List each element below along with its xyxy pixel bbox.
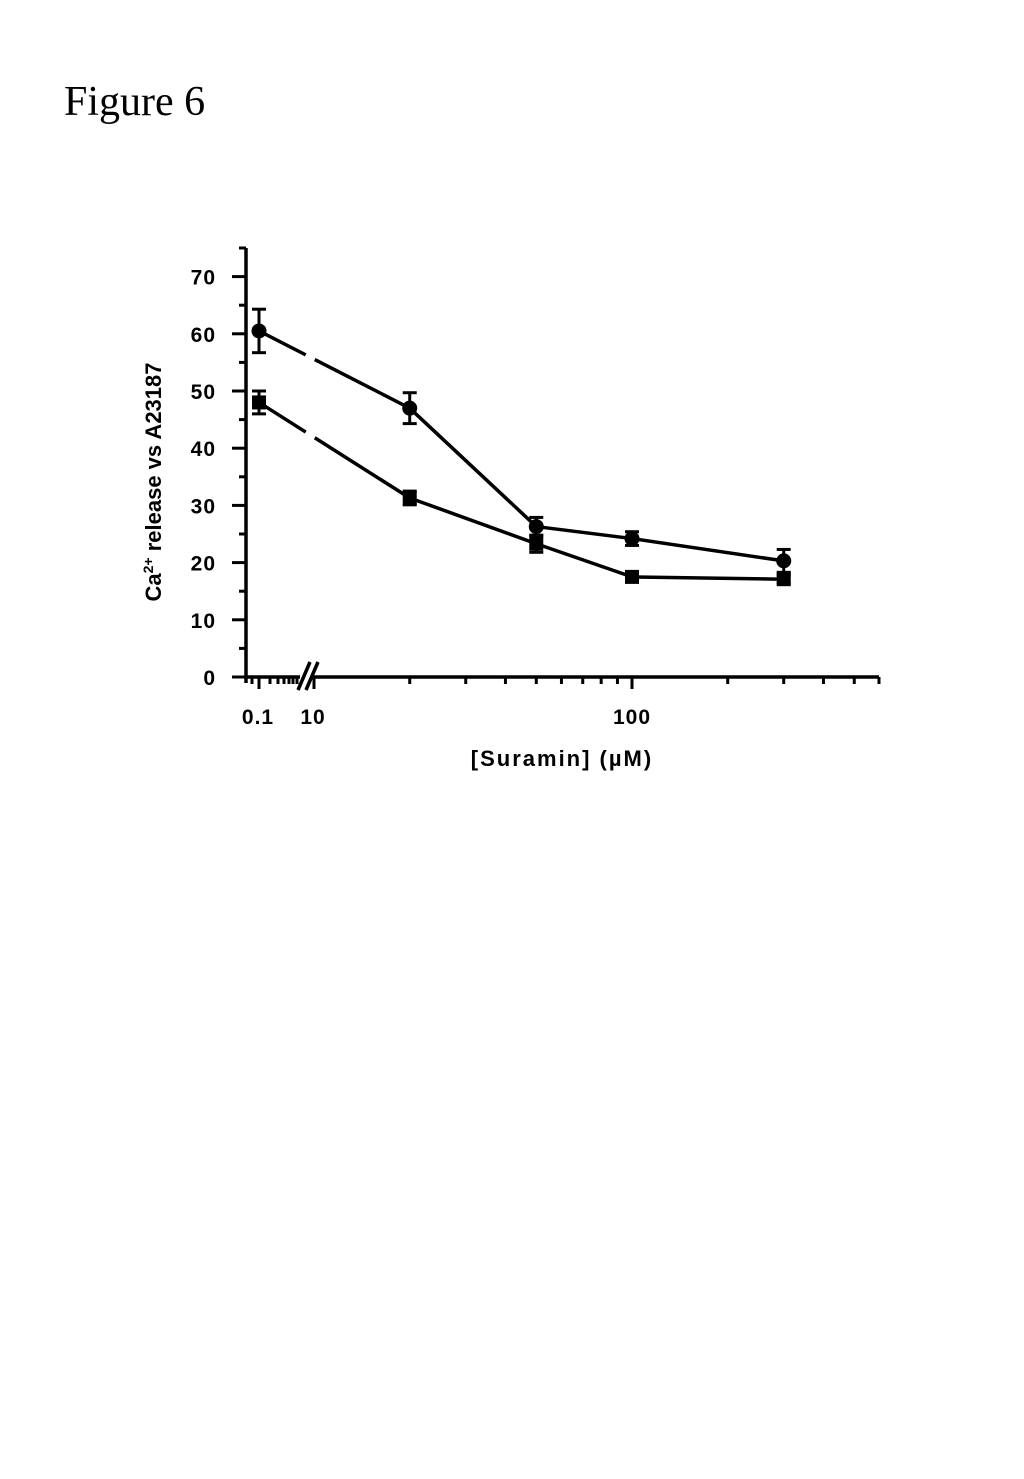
chart-axes <box>232 246 881 691</box>
series-line-segment <box>313 357 411 410</box>
y-tick-label: 70 <box>191 267 216 290</box>
axis-break-mark <box>304 661 320 691</box>
series-line-segment <box>258 400 307 434</box>
circle-marker <box>624 531 640 547</box>
axis-labels: 0 10 20 30 40 50 60 70 0.1 10 100 [Suramin] (µM) Ca2… <box>140 267 653 771</box>
square-marker <box>252 395 266 410</box>
series-line-segment <box>409 496 537 546</box>
circle-marker <box>402 400 418 416</box>
y-tick-label: 50 <box>191 381 216 404</box>
y-tick-label: 0 <box>203 667 216 690</box>
x-axis-title: [Suramin] (µM) <box>471 746 653 771</box>
y-tick-label: 60 <box>191 324 216 347</box>
y-axis-title: Ca2+ release vs A23187 <box>140 363 166 602</box>
series-line-segment <box>313 436 411 500</box>
y-tick-label: 30 <box>191 495 216 518</box>
series-line-segment <box>631 575 784 581</box>
series-line-segment <box>536 524 633 541</box>
series-line-segment <box>535 542 633 579</box>
series-line-segment <box>631 536 784 563</box>
x-tick-label: 10 <box>300 706 325 729</box>
circle-marker <box>528 519 544 535</box>
axis-break-mark <box>296 661 312 691</box>
square-marker <box>625 569 639 584</box>
circle-marker <box>776 553 792 569</box>
figure-title: Figure 6 <box>64 79 206 125</box>
data-markers <box>251 323 792 587</box>
square-marker <box>402 490 417 505</box>
y-tick-label: 20 <box>191 553 216 576</box>
series-line-segment <box>258 329 307 357</box>
series-lines <box>258 329 784 581</box>
square-marker <box>529 536 544 551</box>
x-tick-label: 0.1 <box>242 706 274 729</box>
y-tick-label: 10 <box>191 610 216 633</box>
error-bars <box>252 307 791 585</box>
y-tick-label: 40 <box>191 438 216 461</box>
square-marker <box>776 572 791 587</box>
x-tick-label: 100 <box>613 706 651 729</box>
circle-marker <box>251 323 267 339</box>
series-line-segment <box>408 406 538 528</box>
